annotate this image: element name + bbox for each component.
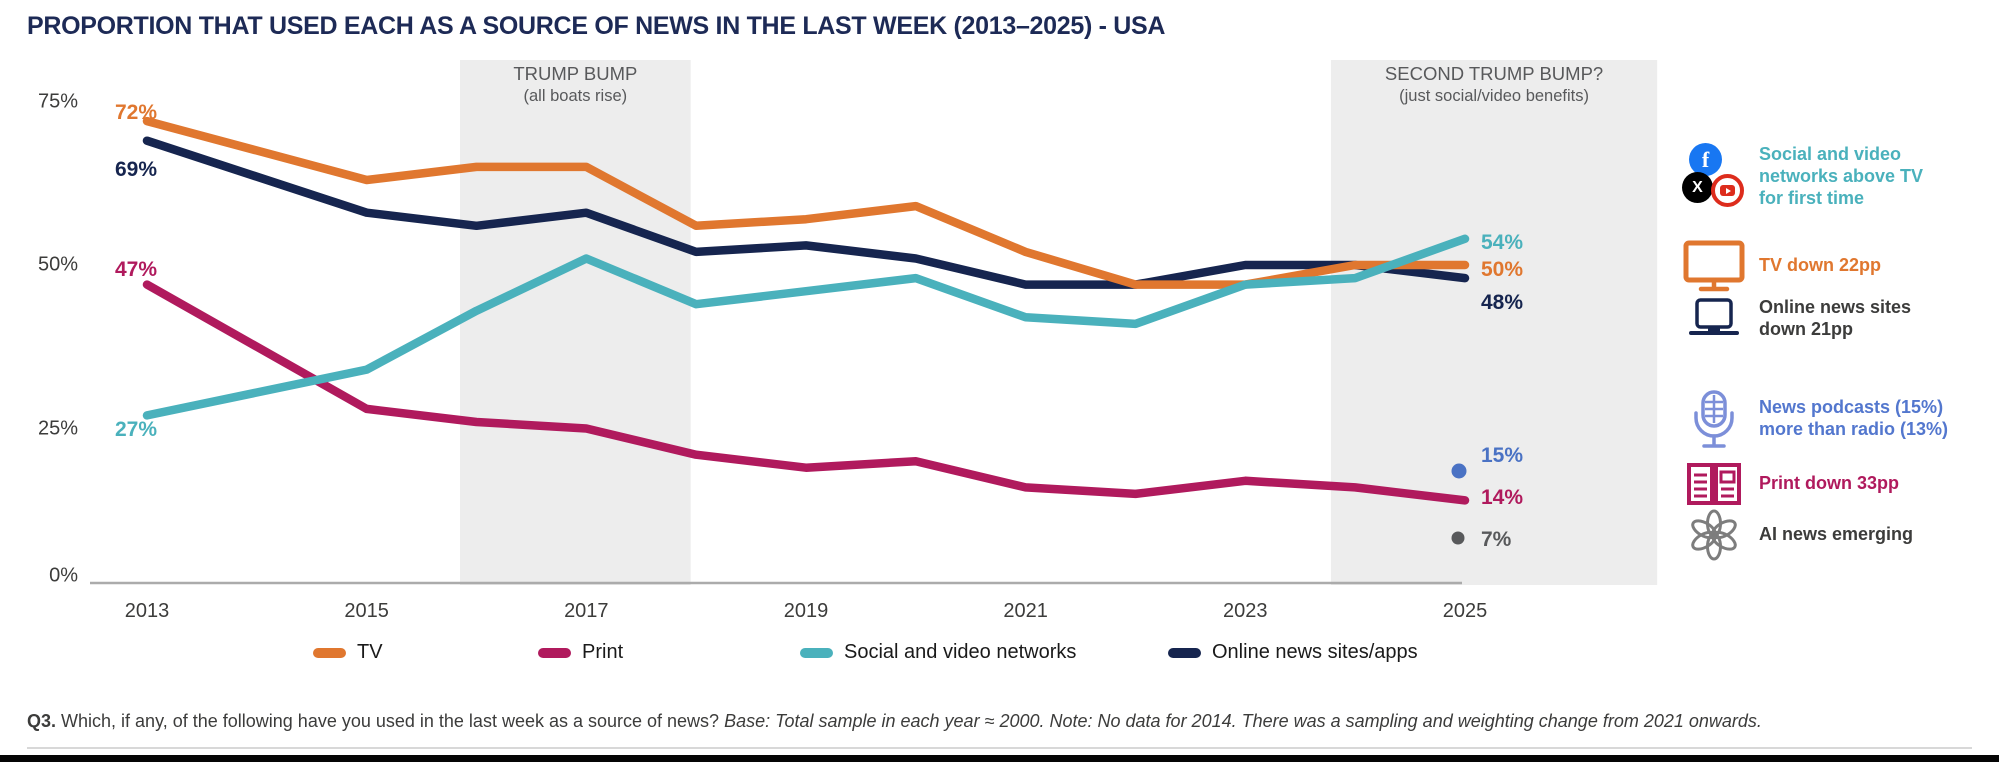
social-networks-icons: f X (1682, 143, 1746, 211)
annotation-title: TRUMP BUMP (513, 63, 638, 84)
trump-bump-band (460, 60, 691, 585)
laptop-icon (1682, 297, 1746, 341)
legend-text-online: Online news sites down 21pp (1759, 297, 1912, 339)
start-label-social-and-video-networks: 27% (114, 418, 157, 441)
legend-text-social: Social and video networks above TV for f… (1759, 144, 1924, 208)
legend-label: TV (357, 641, 383, 663)
x-tick-label: 2025 (1442, 600, 1488, 622)
y-tick-label: 25% (37, 417, 78, 439)
legend-item-social: Social and video networks (800, 641, 1076, 664)
start-label-online-news-sites-apps: 69% (114, 158, 157, 181)
tv-swatch (313, 647, 346, 658)
legend-item-online: Online news sites/apps (1168, 641, 1418, 664)
label-ai-news: 7% (1481, 528, 1512, 551)
start-label-tv: 72% (114, 101, 157, 124)
y-tick-label: 0% (49, 564, 78, 587)
annotation-subtitle: (just social/video benefits) (1399, 87, 1589, 106)
legend-row-online: Online news sites down 21pp (1682, 297, 1997, 341)
second-trump-bump-band (1330, 60, 1658, 585)
youtube-icon (1711, 174, 1744, 207)
legend-item-print: Print (538, 641, 623, 664)
page-title: PROPORTION THAT USED EACH AS A SOURCE OF… (27, 12, 1166, 40)
online-swatch (1168, 647, 1201, 658)
second-trump-bump-annotation: SECOND TRUMP BUMP? (just social/video be… (1334, 62, 1654, 107)
legend-label: Online news sites/apps (1212, 641, 1418, 663)
legend-text-tv: TV down 22pp (1759, 255, 1882, 276)
start-label-print: 47% (114, 258, 157, 281)
legend-text-podcasts: News podcasts (15%) more than radio (13%… (1759, 397, 1949, 439)
openai-icon (1682, 508, 1746, 562)
x-tick-label: 2013 (124, 600, 170, 622)
social-swatch (800, 647, 833, 658)
question-number: Q3. (27, 711, 57, 731)
legend-row-ai: AI news emerging (1682, 508, 1997, 562)
x-twitter-icon: X (1682, 172, 1713, 203)
trump-bump-annotation: TRUMP BUMP (all boats rise) (415, 62, 735, 107)
base-note: Base: Total sample in each year ≈ 2000. … (724, 711, 1762, 731)
print-swatch (538, 647, 571, 658)
microphone-icon (1682, 389, 1746, 449)
divider (27, 747, 1972, 749)
legend-row-podcasts: News podcasts (15%) more than radio (13%… (1682, 389, 1997, 449)
y-tick-label: 50% (37, 253, 78, 276)
question-text: Which, if any, of the following have you… (61, 711, 720, 731)
end-label-tv: 50% (1481, 258, 1524, 281)
x-tick-label: 2021 (1003, 600, 1048, 622)
legend-row-social: f X Social and video networks above TV f… (1682, 143, 1997, 211)
x-tick-label: 2015 (344, 600, 389, 622)
end-label-social-and-video-networks: 54% (1481, 231, 1524, 254)
x-tick-label: 2023 (1223, 600, 1268, 622)
legend-item-tv: TV (313, 641, 383, 664)
y-tick-label: 75% (37, 90, 78, 112)
x-tick-label: 2017 (564, 600, 609, 622)
legend-row-print: Print down 33pp (1682, 461, 1997, 507)
legend-label: Print (582, 641, 624, 663)
line-social-and-video-networks (142, 234, 1470, 420)
line-online-news-sites-apps (142, 136, 1470, 289)
legend-text-print: Print down 33pp (1759, 473, 1900, 494)
legend-label: Social and video networks (844, 641, 1077, 663)
legend-row-tv: TV down 22pp (1682, 240, 1997, 292)
end-label-print: 14% (1481, 486, 1524, 509)
news-podcasts-point (1451, 463, 1467, 479)
ai-news-point (1451, 531, 1465, 545)
window-edge (0, 755, 1999, 762)
methodology-note: Q3. Which, if any, of the following have… (27, 711, 1762, 732)
x-tick-label: 2019 (783, 600, 829, 622)
legend-text-ai: AI news emerging (1759, 524, 1914, 545)
tv-icon (1682, 240, 1746, 292)
print-icon (1682, 461, 1746, 507)
line-print (142, 280, 1470, 505)
facebook-icon: f (1689, 143, 1722, 176)
end-label-online-news-sites-apps: 48% (1481, 291, 1524, 314)
label-news-podcasts: 15% (1481, 444, 1524, 467)
annotation-subtitle: (all boats rise) (523, 87, 628, 106)
annotation-title: SECOND TRUMP BUMP? (1384, 63, 1604, 84)
